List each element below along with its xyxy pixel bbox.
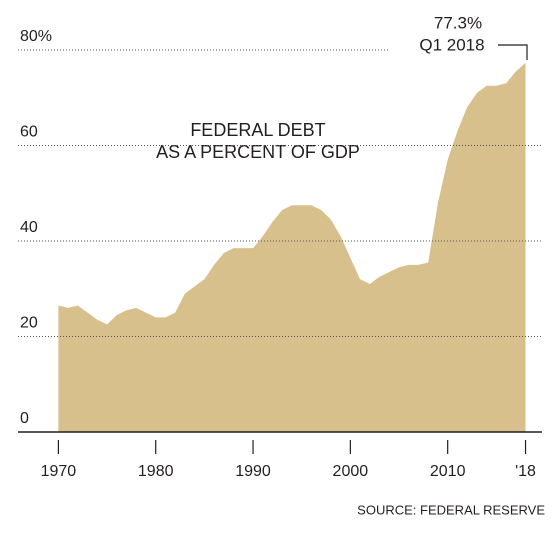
x-tick-label: '18	[515, 463, 536, 480]
source: SOURCE: FEDERAL RESERVE	[357, 502, 545, 517]
annotation-value: 77.3%	[434, 13, 482, 32]
x-tick-label: 2010	[430, 463, 466, 480]
x-tick-label: 2000	[333, 463, 369, 480]
chart-title: FEDERAL DEBT	[190, 120, 325, 140]
y-tick-label: 0	[20, 410, 29, 427]
x-tick-label: 1990	[235, 463, 271, 480]
y-tick-label: 60	[20, 124, 38, 141]
chart-title: AS A PERCENT OF GDP	[156, 142, 360, 162]
x-tick-label: 1980	[138, 463, 174, 480]
area	[58, 62, 526, 432]
annotation-bracket	[498, 44, 528, 60]
x-tick-label: 1970	[41, 463, 77, 480]
y-tick-label: 40	[20, 219, 38, 236]
y-tick-label: 20	[20, 315, 38, 332]
y-tick-label: 80%	[20, 28, 52, 45]
annotation-label: Q1 2018	[419, 35, 484, 54]
